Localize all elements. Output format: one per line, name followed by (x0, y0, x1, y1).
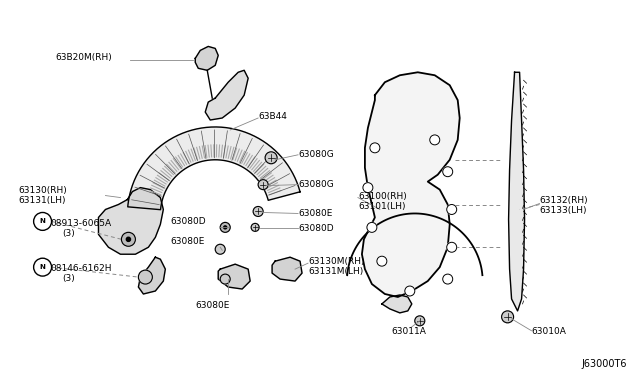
Circle shape (363, 183, 373, 193)
Text: N: N (40, 264, 45, 270)
Polygon shape (99, 187, 163, 254)
Polygon shape (205, 70, 248, 120)
Circle shape (224, 226, 227, 229)
Text: 63131(LH): 63131(LH) (19, 196, 66, 205)
Text: 63133(LH): 63133(LH) (540, 205, 587, 215)
Circle shape (251, 224, 259, 231)
Text: 63080E: 63080E (195, 301, 230, 310)
Circle shape (220, 274, 230, 284)
Circle shape (447, 242, 457, 252)
Text: (3): (3) (63, 274, 76, 283)
Text: 63010A: 63010A (532, 327, 566, 336)
Circle shape (220, 222, 230, 232)
Text: 63080D: 63080D (298, 224, 333, 233)
Text: 63011A: 63011A (392, 327, 427, 336)
Circle shape (430, 135, 440, 145)
Text: 63080E: 63080E (170, 237, 205, 246)
Circle shape (502, 311, 513, 323)
Text: J63000T6: J63000T6 (582, 359, 627, 369)
Text: 63131M(LH): 63131M(LH) (308, 267, 364, 276)
Circle shape (126, 237, 131, 241)
Circle shape (34, 258, 52, 276)
Circle shape (367, 222, 377, 232)
Text: 63B44: 63B44 (258, 112, 287, 121)
Text: 63080G: 63080G (298, 180, 334, 189)
Polygon shape (128, 127, 300, 210)
Polygon shape (382, 295, 412, 313)
Circle shape (377, 256, 387, 266)
Text: 63080G: 63080G (298, 150, 334, 159)
Polygon shape (509, 72, 525, 311)
Circle shape (258, 180, 268, 190)
Text: 63B20M(RH): 63B20M(RH) (56, 54, 113, 62)
Text: 63101(LH): 63101(LH) (358, 202, 405, 211)
Circle shape (447, 205, 457, 214)
Circle shape (122, 232, 136, 246)
Circle shape (370, 143, 380, 153)
Text: 08913-6065A: 08913-6065A (51, 219, 112, 228)
Polygon shape (272, 257, 302, 281)
Text: 63130M(RH): 63130M(RH) (308, 257, 365, 266)
Circle shape (443, 167, 452, 177)
Circle shape (34, 212, 52, 230)
Circle shape (138, 270, 152, 284)
Text: 63100(RH): 63100(RH) (358, 192, 406, 201)
Text: 63132(RH): 63132(RH) (540, 196, 588, 205)
Polygon shape (362, 72, 460, 297)
Polygon shape (218, 264, 250, 289)
Circle shape (415, 316, 425, 326)
Circle shape (265, 152, 277, 164)
Text: 08146-6162H: 08146-6162H (51, 264, 112, 273)
Polygon shape (195, 46, 218, 70)
Text: 63080D: 63080D (170, 218, 206, 227)
Circle shape (443, 274, 452, 284)
Text: 63080E: 63080E (298, 209, 332, 218)
Text: N: N (40, 218, 45, 224)
Polygon shape (138, 257, 165, 294)
Circle shape (405, 286, 415, 296)
Text: 63130(RH): 63130(RH) (19, 186, 67, 195)
Circle shape (253, 206, 263, 217)
Text: (3): (3) (63, 230, 76, 238)
Circle shape (215, 244, 225, 254)
